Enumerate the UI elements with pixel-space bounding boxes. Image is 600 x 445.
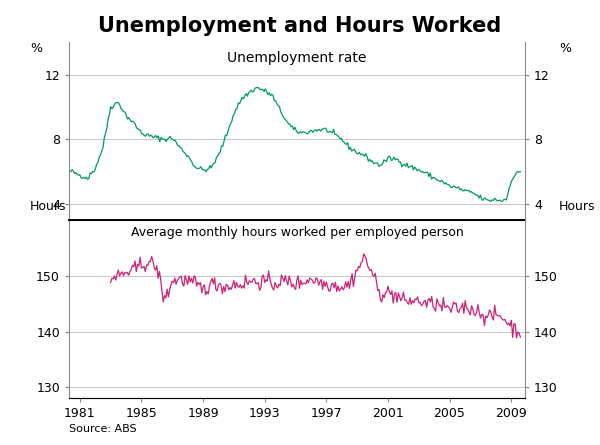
Text: Hours: Hours	[559, 200, 596, 213]
Text: Hours: Hours	[30, 200, 67, 213]
Text: Unemployment and Hours Worked: Unemployment and Hours Worked	[98, 16, 502, 36]
Text: Source: ABS: Source: ABS	[69, 424, 137, 434]
Text: %: %	[559, 42, 571, 55]
Text: Average monthly hours worked per employed person: Average monthly hours worked per employe…	[131, 226, 463, 239]
Text: %: %	[30, 42, 42, 55]
Text: Unemployment rate: Unemployment rate	[227, 51, 367, 65]
